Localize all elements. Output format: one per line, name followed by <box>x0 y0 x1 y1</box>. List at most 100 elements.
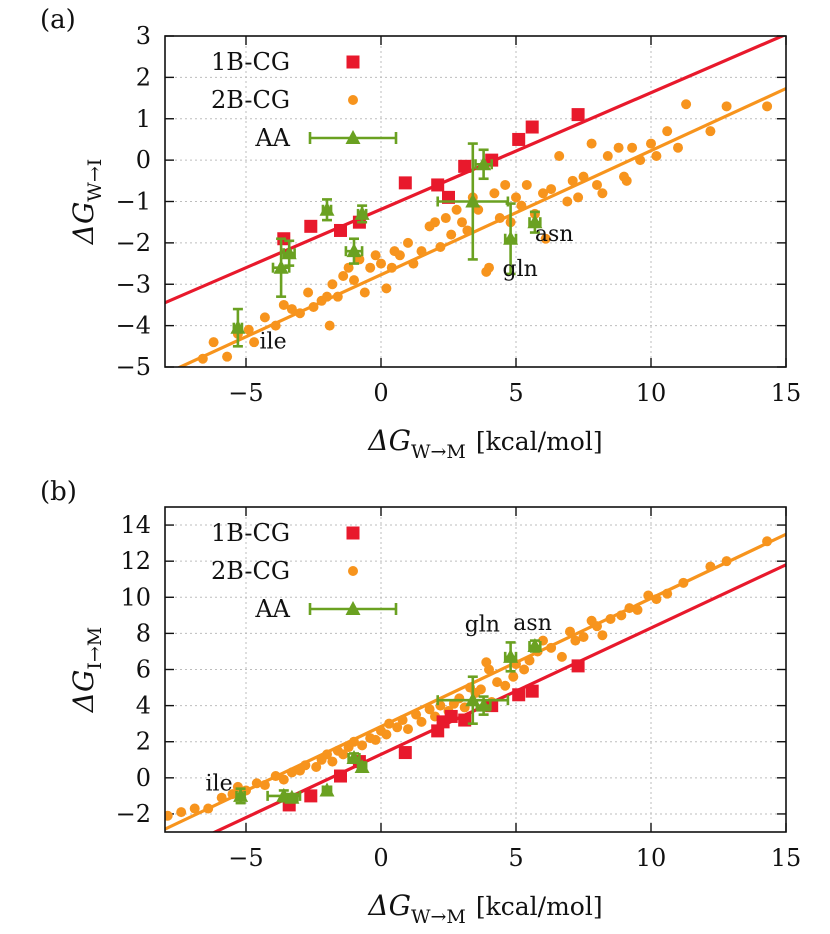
x-tick-label: 0 <box>373 844 388 872</box>
data-point-2b-cg <box>508 671 519 682</box>
data-point-2b-cg <box>721 556 732 567</box>
fit-line-1b-cg <box>211 563 786 832</box>
data-point-2b-cg <box>376 258 386 269</box>
x-tick-label: 15 <box>771 379 802 407</box>
data-point-2b-cg <box>597 630 608 641</box>
data-point-1b-cg <box>304 219 318 233</box>
data-point-2b-cg <box>270 320 281 331</box>
data-point-2b-cg <box>454 693 465 704</box>
axis-ticks: −5 0 5 10 15 −5 −4 −3 −2 −1 0 1 2 3 <box>116 22 802 407</box>
data-point-2b-cg <box>567 175 578 186</box>
legend-label-1b-cg: 1B-CG <box>211 519 290 547</box>
y-tick-label: 4 <box>136 692 151 720</box>
y-tick-label: 0 <box>136 146 151 174</box>
data-point-1b-cg <box>525 120 539 134</box>
y-axis-title: ΔGI→M <box>67 627 106 713</box>
legend-marker-aa <box>345 130 361 144</box>
y-tick-label: −2 <box>116 800 151 828</box>
data-point-2b-cg <box>324 320 335 331</box>
legend-marker-1b-cg <box>346 55 360 69</box>
plot-frame <box>164 35 787 368</box>
data-point-2b-cg <box>311 762 322 772</box>
data-point-2b-cg <box>338 270 349 281</box>
data-point-2b-cg <box>386 262 397 273</box>
data-point-aa <box>465 193 481 208</box>
data-point-2b-cg <box>451 204 462 215</box>
data-point-2b-cg <box>384 718 395 729</box>
data-point-2b-cg <box>643 590 654 601</box>
y-tick-label: −3 <box>116 270 151 298</box>
data-point-aa <box>233 787 249 802</box>
fit-line-2b-cg <box>176 87 786 367</box>
x-tick-label: 10 <box>636 379 667 407</box>
data-point-2b-cg <box>602 150 613 161</box>
data-point-2b-cg <box>681 99 692 110</box>
data-point-1b-cg <box>398 746 412 760</box>
axis-ticks: −5 0 5 10 15 −2 0 2 4 6 8 10 12 14 <box>116 507 801 872</box>
y-tick-label: −5 <box>116 353 151 381</box>
data-point-2b-cg <box>322 749 332 760</box>
data-point-2b-cg <box>286 767 297 778</box>
data-point-2b-cg <box>203 803 214 814</box>
data-point-1b-cg <box>571 108 585 122</box>
data-point-2b-cg <box>381 729 392 740</box>
data-point-aa <box>476 697 492 712</box>
data-point-2b-cg <box>327 279 338 290</box>
data-point-2b-cg <box>259 312 270 323</box>
data-point-2b-cg <box>300 760 311 771</box>
panel-label: (a) <box>40 5 76 35</box>
panel-label: (b) <box>40 477 77 507</box>
legend-marker-1b-cg <box>346 526 360 540</box>
data-point-2b-cg <box>259 780 270 791</box>
data-point-aa <box>273 259 289 274</box>
y-tick-label: 8 <box>136 619 151 647</box>
data-point-2b-cg <box>521 179 532 190</box>
data-point-2b-cg <box>249 337 260 348</box>
data-point-1b-cg <box>512 688 526 702</box>
data-point-aa <box>354 205 370 220</box>
data-point-2b-cg <box>408 258 419 269</box>
data-point-2b-cg <box>624 603 635 614</box>
data-point-2b-cg <box>295 308 305 319</box>
x-axis-title: ΔGW→M [kcal/mol] <box>367 424 602 463</box>
data-point-2b-cg <box>565 626 575 637</box>
data-point-2b-cg <box>338 749 349 760</box>
data-point-2b-cg <box>762 101 773 112</box>
data-point-aa <box>503 648 519 663</box>
data-point-2b-cg <box>176 807 187 818</box>
data-point-1b-cg <box>431 178 445 192</box>
data-point-2b-cg <box>278 299 289 310</box>
data-point-aa <box>284 789 300 804</box>
panel-a: (a) −5 0 5 10 15 −5 −4 −3 −2 −1 0 1 2 3 ile gln asn 1B-CG 2… <box>40 5 801 463</box>
data-point-2b-cg <box>586 138 597 149</box>
x-tick-label: 5 <box>508 379 523 407</box>
data-point-2b-cg <box>721 101 732 112</box>
data-point-2b-cg <box>673 142 683 153</box>
data-point-2b-cg <box>327 756 338 767</box>
data-point-2b-cg <box>546 184 557 195</box>
legend: 1B-CG 2B-CG AA <box>211 519 398 623</box>
data-point-2b-cg <box>578 171 589 182</box>
annotation-ile: ile <box>206 771 233 796</box>
annotation-asn: asn <box>535 222 574 247</box>
y-tick-label: 12 <box>120 547 151 575</box>
data-point-2b-cg <box>538 188 548 199</box>
data-point-2b-cg <box>381 283 392 294</box>
panel-b: (b) −5 0 5 10 15 −2 0 2 4 6 8 10 12 14 ile gln asn 1B-CG 2B… <box>40 477 801 928</box>
data-point-2b-cg <box>592 179 602 190</box>
annotation-gln: gln <box>503 257 538 282</box>
data-point-2b-cg <box>308 302 319 313</box>
data-point-2b-cg <box>627 142 638 153</box>
data-point-2b-cg <box>251 778 262 789</box>
legend-label-aa: AA <box>254 124 290 152</box>
data-point-2b-cg <box>578 632 589 642</box>
data-point-2b-cg <box>651 150 662 161</box>
x-axis-title: ΔGW→M [kcal/mol] <box>367 889 602 928</box>
data-point-2b-cg <box>570 635 581 646</box>
data-point-2b-cg <box>540 233 551 244</box>
data-point-2b-cg <box>524 655 535 666</box>
data-point-2b-cg <box>278 774 289 785</box>
grid <box>165 507 786 832</box>
series-aa <box>230 142 543 348</box>
